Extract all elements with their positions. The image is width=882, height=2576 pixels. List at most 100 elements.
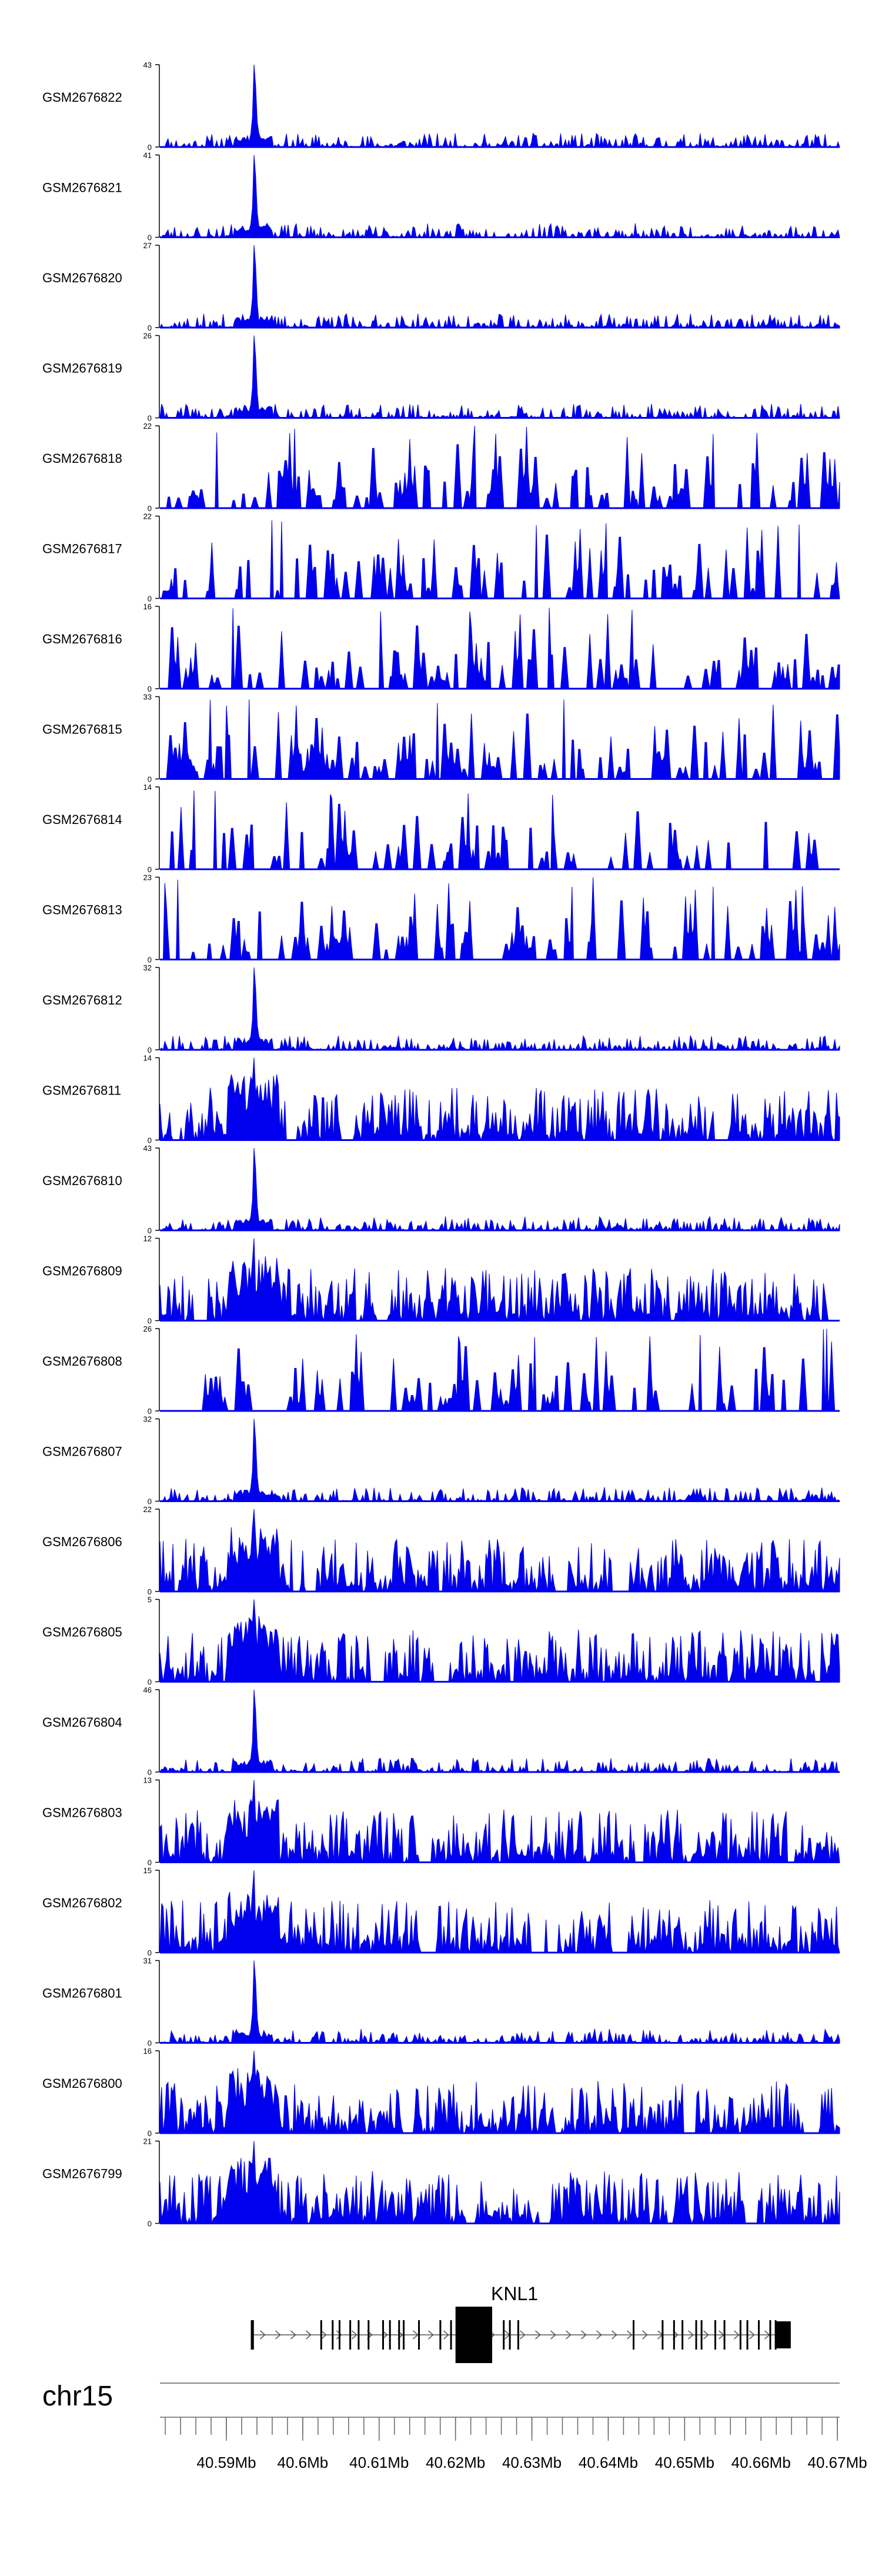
signal-area [159, 1147, 840, 1232]
y-min-label: 0 [148, 143, 152, 152]
exon [739, 2320, 741, 2350]
tick-label: 40.63Mb [502, 2454, 562, 2471]
signal-area [159, 1960, 840, 2044]
tick-label: 40.66Mb [731, 2454, 791, 2471]
track-GSM2676810: GSM2676810 43 0 [42, 1144, 840, 1235]
track-GSM2676804: GSM2676804 46 0 [42, 1686, 840, 1777]
signal-tracks: GSM2676822430GSM2676821410GSM2676820270G… [42, 61, 840, 2228]
y-min-label: 0 [148, 2039, 152, 2048]
strand-arrow-icon [734, 2330, 740, 2340]
signal-area [160, 1329, 840, 1412]
exon [332, 2320, 334, 2350]
exon [403, 2320, 405, 2350]
signal-area [159, 245, 840, 329]
y-max-label: 23 [143, 873, 152, 882]
y-min-label: 0 [148, 685, 152, 693]
track-GSM2676807: GSM2676807 32 0 [42, 1415, 840, 1506]
y-max-label: 16 [143, 602, 152, 611]
strand-arrow-icon [275, 2330, 281, 2340]
y-max-label: 32 [143, 963, 152, 972]
exon [382, 2320, 384, 2350]
exon [389, 2320, 391, 2350]
exon [450, 2320, 452, 2350]
signal-area [159, 1057, 840, 1142]
strand-arrow-icon [688, 2330, 694, 2340]
strand-arrow-icon [260, 2330, 266, 2340]
tick-label: 40.64Mb [579, 2454, 638, 2471]
y-min-label: 0 [148, 2129, 152, 2138]
track-GSM2676802: GSM2676802 15 0 [42, 1866, 840, 1957]
y-max-label: 26 [143, 332, 152, 341]
track-label: GSM2676804 [42, 1715, 122, 1730]
track-label: GSM2676819 [42, 361, 122, 376]
exon [503, 2320, 505, 2350]
signal-area [160, 425, 840, 509]
tick-label: 40.61Mb [349, 2454, 409, 2471]
track-GSM2676800: GSM2676800 16 0 [42, 2047, 840, 2138]
signal-area [159, 1238, 840, 1321]
exon [633, 2320, 635, 2350]
strand-arrow-icon [306, 2330, 312, 2340]
genome-axis: chr15 40.59Mb 40.6Mb 40.61Mb 40.62Mb 40.63Mb… [42, 2381, 867, 2471]
track-GSM2676803: GSM2676803 13 0 [42, 1776, 840, 1867]
exon [509, 2320, 511, 2350]
gene-model-track: KNL1 [250, 2283, 791, 2363]
signal-area [159, 64, 840, 148]
track-GSM2676813: GSM2676813 23 0 [42, 873, 840, 965]
track-GSM2676812: GSM2676812 32 0 [42, 963, 840, 1055]
exon [418, 2320, 420, 2350]
signal-area [159, 1780, 840, 1863]
track-GSM2676806: GSM2676806 22 0 [42, 1505, 840, 1596]
track-GSM2676820: GSM2676820 27 0 [42, 241, 840, 332]
signal-area [159, 2050, 840, 2134]
exon [250, 2320, 254, 2350]
exon [398, 2320, 400, 2350]
signal-area [159, 155, 840, 239]
strand-arrow-icon [336, 2330, 342, 2340]
exon [714, 2320, 716, 2350]
y-max-label: 22 [143, 1505, 152, 1514]
y-min-label: 0 [148, 1317, 152, 1326]
track-label: GSM2676810 [42, 1173, 122, 1188]
gene-label: KNL1 [491, 2283, 538, 2304]
exon [439, 2320, 442, 2350]
track-GSM2676817: GSM2676817 22 0 [42, 512, 840, 603]
y-max-label: 14 [143, 783, 152, 792]
y-min-label: 0 [148, 1136, 152, 1145]
exon [723, 2320, 726, 2350]
strand-arrow-icon [703, 2330, 709, 2340]
y-max-label: 22 [143, 422, 152, 431]
track-GSM2676816: GSM2676816 16 0 [42, 602, 840, 693]
y-min-label: 0 [148, 1948, 152, 1957]
strand-arrow-icon [535, 2330, 541, 2340]
track-label: GSM2676807 [42, 1444, 122, 1459]
y-min-label: 0 [148, 414, 152, 423]
track-GSM2676809: GSM2676809 12 0 [42, 1234, 840, 1326]
track-label: GSM2676818 [42, 451, 122, 466]
y-max-label: 43 [143, 1144, 152, 1153]
strand-arrow-icon [428, 2330, 434, 2340]
y-min-label: 0 [148, 2220, 152, 2228]
exon [746, 2320, 749, 2350]
y-min-label: 0 [148, 1497, 152, 1506]
strand-arrow-icon [719, 2330, 724, 2340]
track-label: GSM2676816 [42, 632, 122, 646]
y-min-label: 0 [148, 1046, 152, 1055]
tick-label: 40.65Mb [655, 2454, 714, 2471]
track-label: GSM2676806 [42, 1534, 122, 1549]
track-label: GSM2676820 [42, 271, 122, 285]
signal-area [159, 1599, 840, 1683]
exon [320, 2320, 322, 2350]
y-max-label: 31 [143, 1957, 152, 1966]
exon [455, 2307, 493, 2363]
exon [695, 2320, 697, 2350]
strand-arrow-icon [290, 2330, 296, 2340]
exon [769, 2320, 771, 2350]
exon [775, 2321, 791, 2348]
y-min-label: 0 [148, 775, 152, 784]
track-label: GSM2676805 [42, 1625, 122, 1640]
track-GSM2676808: GSM2676808 26 0 [42, 1324, 840, 1416]
y-max-label: 22 [143, 512, 152, 521]
exon [358, 2320, 360, 2350]
